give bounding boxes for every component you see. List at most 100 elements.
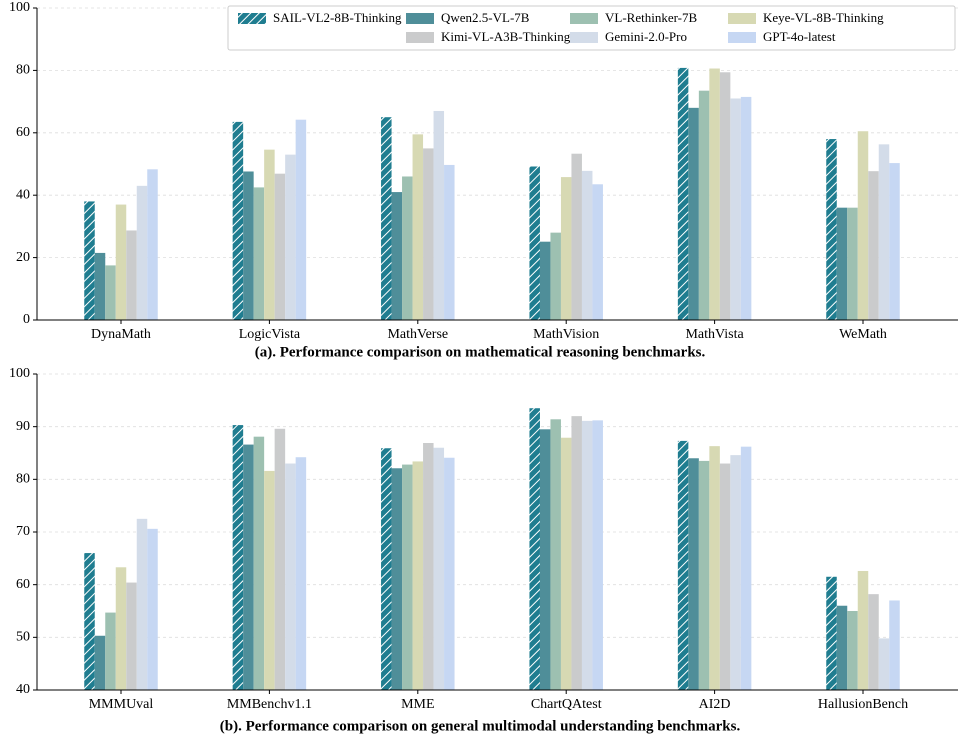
bar [550, 419, 561, 690]
y-tick-label: 100 [9, 0, 30, 15]
bar [847, 611, 858, 690]
bar [84, 553, 95, 690]
x-tick-label: MMMUval [89, 697, 154, 712]
legend-swatch [406, 13, 434, 24]
bar [444, 164, 455, 320]
bar [402, 176, 413, 320]
bar [253, 187, 265, 320]
bar [94, 635, 106, 690]
legend-label: Keye-VL-8B-Thinking [763, 10, 884, 25]
x-tick-label: AI2D [699, 697, 731, 712]
legend-label: Kimi-VL-A3B-Thinking [441, 29, 571, 44]
bar [740, 446, 752, 690]
bar [719, 463, 731, 690]
x-tick-label: HallusionBench [818, 697, 908, 712]
bar [285, 154, 296, 320]
bar [381, 117, 392, 320]
bar [826, 139, 837, 320]
bar [878, 144, 890, 320]
bar [126, 582, 137, 690]
bar [709, 68, 720, 320]
bar [688, 107, 699, 320]
bar [581, 170, 593, 320]
bar [677, 67, 689, 321]
y-tick-label: 60 [16, 577, 30, 592]
x-tick-label: MathVision [533, 327, 599, 342]
bar [243, 171, 254, 320]
bar [529, 166, 540, 320]
legend-swatch [238, 13, 266, 24]
bar [444, 457, 455, 690]
bar [836, 605, 848, 690]
bar [571, 416, 582, 690]
bar [539, 241, 551, 320]
bar [836, 207, 848, 320]
x-tick-label: MathVista [685, 327, 744, 342]
bar [688, 458, 699, 690]
y-tick-label: 40 [16, 187, 30, 202]
bar [560, 177, 572, 320]
x-tick-label: DynaMath [91, 327, 151, 342]
bar [709, 446, 720, 690]
x-tick-label: MME [401, 697, 434, 712]
bar [232, 121, 244, 320]
legend-label: VL-Rethinker-7B [605, 10, 697, 25]
bar [529, 408, 540, 690]
x-tick-label: MathVerse [387, 327, 448, 342]
y-tick-label: 70 [16, 524, 30, 539]
chart-caption: (a). Performance comparison on mathemati… [255, 344, 706, 360]
bar [147, 169, 158, 320]
bar [857, 570, 869, 690]
bar [592, 184, 603, 320]
bar [826, 576, 837, 690]
bar [285, 463, 296, 690]
bar [889, 163, 900, 320]
bar [698, 460, 710, 690]
legend-label: SAIL-VL2-8B-Thinking [273, 10, 402, 25]
y-tick-label: 50 [16, 630, 30, 645]
bar [243, 444, 254, 690]
bar [560, 437, 572, 690]
bar [550, 232, 561, 320]
bar [391, 192, 403, 320]
bar [412, 461, 424, 690]
legend-swatch [728, 32, 756, 43]
bar [889, 600, 900, 690]
bar [581, 420, 593, 690]
bar [847, 207, 858, 320]
bar [84, 201, 95, 320]
bar [136, 518, 148, 690]
bar [115, 567, 127, 690]
bar [253, 436, 265, 690]
bar [433, 110, 445, 321]
x-tick-label: MMBenchv1.1 [227, 697, 312, 712]
legend-swatch [570, 13, 598, 24]
y-tick-label: 100 [9, 366, 30, 381]
bar [115, 204, 127, 320]
x-tick-label: WeMath [839, 327, 887, 342]
bar [592, 420, 603, 690]
chart-caption: (b). Performance comparison on general m… [220, 718, 741, 734]
bar [147, 528, 158, 690]
y-tick-label: 80 [16, 63, 30, 78]
legend-swatch [728, 13, 756, 24]
bar [730, 455, 741, 690]
bar [295, 119, 307, 320]
x-tick-label: ChartQAtest [531, 697, 602, 712]
bar [730, 98, 741, 320]
bar [878, 638, 890, 690]
bar [94, 252, 106, 320]
bar [868, 594, 879, 690]
y-tick-label: 20 [16, 250, 30, 265]
bar [412, 134, 424, 320]
bar [571, 153, 582, 320]
legend-swatch [406, 32, 434, 43]
legend-label: Qwen2.5-VL-7B [441, 10, 530, 25]
y-tick-label: 80 [16, 472, 30, 487]
bar [719, 72, 731, 320]
bar [105, 612, 116, 690]
y-tick-label: 0 [23, 312, 30, 327]
legend-label: Gemini-2.0-Pro [605, 29, 687, 44]
bar [295, 457, 307, 690]
